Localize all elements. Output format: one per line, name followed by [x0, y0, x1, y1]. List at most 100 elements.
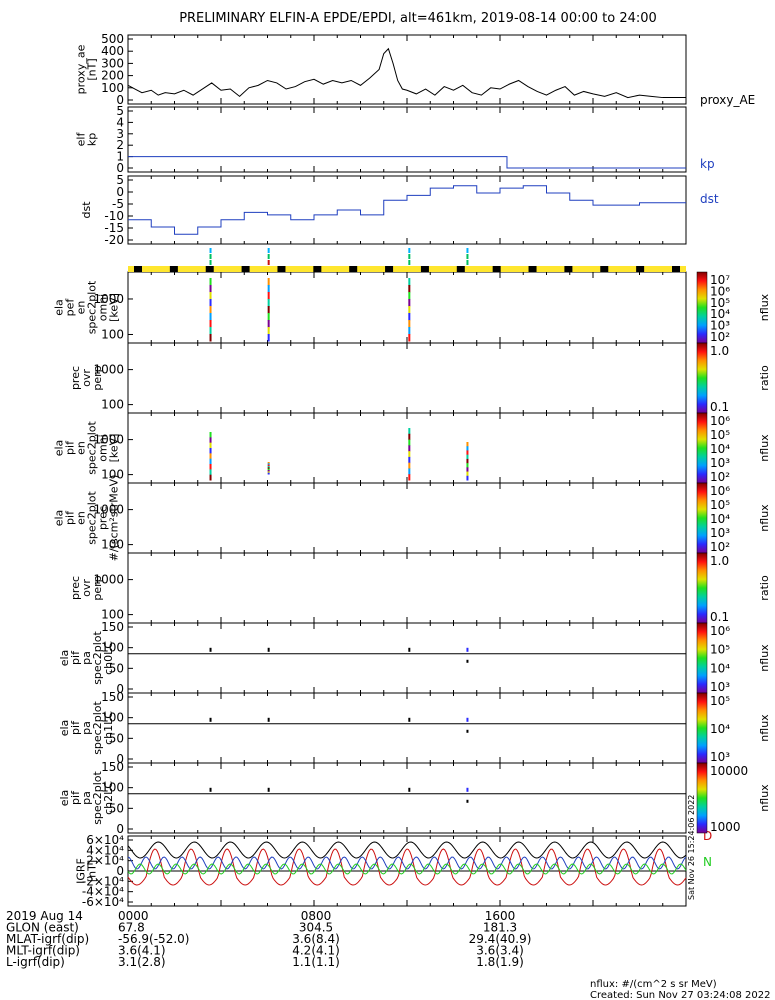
spectrogram-pixel — [408, 285, 411, 293]
footer-row-value: 29.4(40.9) — [469, 932, 532, 946]
footer-row-value: 0000 — [118, 909, 149, 923]
igrf-black-series — [127, 841, 687, 859]
spectrogram-pixel — [408, 439, 411, 446]
y-tick-label: 5 — [116, 173, 124, 187]
colorbar-tick-label: 10⁵ — [710, 498, 730, 512]
spectrogram-pixel — [466, 450, 469, 456]
spectrogram-pixel — [267, 299, 270, 307]
y-axis-label-line: ovr — [80, 579, 93, 597]
footer-row-value: 1600 — [485, 909, 516, 923]
igrf-blue-series — [127, 856, 687, 870]
panel-frame — [127, 552, 687, 624]
spectrogram-pixel — [408, 462, 411, 469]
y-tick-label: -20 — [104, 233, 124, 247]
panel-frame — [127, 342, 687, 414]
colorbar-label: nflux — [758, 644, 771, 672]
spectrogram-pixel — [408, 445, 411, 452]
colorbar-tick-label: 10³ — [710, 750, 730, 764]
colorbar-tick-label: 10⁵ — [710, 694, 730, 708]
pa-mark — [267, 787, 270, 792]
spectrogram-pixel — [408, 327, 411, 335]
spectrogram-pixel — [267, 463, 270, 466]
y-tick-label: 4×10⁴ — [86, 843, 124, 857]
y-tick-label: 100 — [101, 641, 124, 655]
spectrogram-burst — [209, 278, 212, 342]
colorbar: 1.0 0.1 ratio — [696, 342, 771, 414]
spectrogram-pixel — [466, 475, 469, 481]
spectrogram-pixel — [267, 472, 270, 475]
y-axis-label-line: perp — [91, 365, 104, 390]
pa-mark — [267, 647, 270, 652]
colorbar-label: nflux — [758, 504, 771, 532]
y-tick-label: 500 — [101, 32, 124, 46]
spectrogram-pixel — [267, 462, 270, 464]
colorbar-tick-label: 10⁴ — [710, 661, 730, 675]
spectrogram-pixel — [209, 320, 212, 328]
y-axis-label-line: spec2plot — [91, 771, 104, 825]
colorbar-tick-label: 10000 — [710, 764, 748, 778]
y-tick-label: -10 — [104, 209, 124, 223]
y-tick-label: -4×10⁴ — [82, 885, 124, 899]
spectrogram-pixel — [209, 448, 212, 454]
plot-title: PRELIMINARY ELFIN-A EPDE/EPDI, alt=461km… — [179, 11, 657, 26]
colorbar-tick-label: 10⁶ — [710, 624, 730, 638]
spectrogram-pixel — [408, 306, 411, 314]
colorbar-fill — [696, 482, 708, 554]
orbit-marker — [267, 248, 270, 253]
orbit-marker — [267, 254, 270, 259]
series-legend: kp — [700, 157, 715, 171]
panel-frame — [127, 412, 687, 484]
spectrogram-pixel — [408, 320, 411, 328]
y-axis-label-line: elf — [75, 132, 88, 147]
spectrogram-pixel — [267, 292, 270, 300]
footer-row-value: 4.2(4.1) — [292, 944, 340, 958]
y-axis-label-line: [nT] — [86, 58, 99, 80]
igrf-green-series — [127, 863, 687, 875]
spectrogram-pixel — [209, 278, 212, 286]
status-bar-gap — [313, 266, 322, 272]
spectrogram-pixel — [466, 446, 469, 451]
spectrogram-pixel — [209, 437, 212, 444]
pa-mark — [408, 647, 411, 652]
footer-row-value: 67.8 — [118, 921, 145, 935]
panel-frame — [127, 34, 687, 105]
y-tick-label: 50 — [109, 661, 124, 675]
spectrogram-pixel — [267, 467, 270, 470]
spectrogram-pixel — [267, 470, 270, 472]
spectrogram-pixel — [267, 468, 270, 471]
y-axis-label-line: ch0LC — [102, 641, 115, 675]
spectrogram-pixel — [408, 456, 411, 464]
status-bar-gap — [134, 266, 142, 272]
colorbar-fill — [696, 342, 708, 414]
spectrogram-pixel — [408, 292, 411, 300]
y-tick-label: 0 — [116, 822, 124, 836]
y-tick-label: 100 — [101, 781, 124, 795]
footer-row-value: 3.6(3.4) — [476, 944, 524, 958]
colorbar-tick-label: 10² — [710, 330, 730, 344]
spectrogram-burst — [408, 278, 411, 342]
y-tick-label: 100 — [101, 81, 124, 95]
orbit-marker — [408, 254, 411, 259]
colorbar-tick-label: 10⁵ — [710, 643, 730, 657]
spectrogram-pixel — [408, 428, 411, 435]
footer-row-value: 304.5 — [299, 921, 333, 935]
panel-dst: 50-5-10-15-20 dst dst — [80, 173, 719, 247]
y-axis-label-line: pif — [69, 720, 82, 735]
y-tick-label: 1000 — [93, 503, 124, 517]
colorbar-fill — [696, 552, 708, 624]
y-tick-label: 100 — [101, 398, 124, 412]
y-tick-label: 2 — [116, 138, 124, 152]
panels: 5004003002001000proxy_ae[nT]proxy_AE5432… — [53, 32, 756, 909]
footer-row-value: -56.9(-52.0) — [118, 932, 189, 946]
panel-frame — [127, 482, 687, 554]
y-axis-label-line: IGRF — [75, 858, 88, 884]
colorbar: 1.0 0.1 ratio — [696, 552, 771, 624]
panel-frame — [127, 271, 687, 344]
y-tick-label: 100 — [101, 538, 124, 552]
status-bar-gap — [169, 266, 178, 272]
colorbar-tick-label: 10² — [710, 540, 730, 554]
